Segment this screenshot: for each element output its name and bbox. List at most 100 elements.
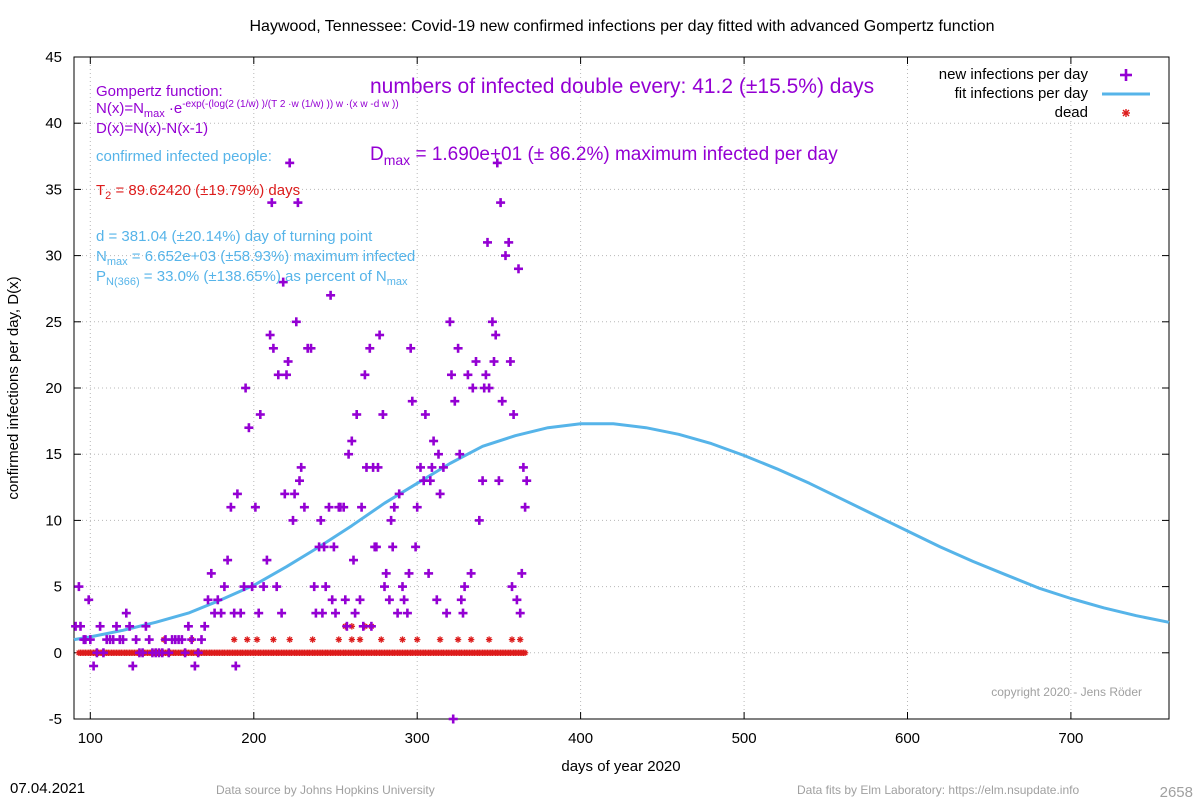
- infection-point: [324, 502, 334, 512]
- infection-point: [118, 635, 128, 645]
- infection-point: [295, 476, 304, 486]
- x-tick-label: 100: [78, 730, 103, 747]
- infection-point: [501, 251, 510, 261]
- infection-point: [386, 515, 396, 525]
- infection-point: [438, 462, 448, 472]
- infection-point: [197, 635, 206, 645]
- dead-point: [230, 636, 238, 643]
- infection-point: [203, 595, 213, 605]
- infection-point: [494, 476, 504, 486]
- infection-point: [200, 621, 210, 631]
- infection-point: [388, 542, 398, 552]
- infection-point: [267, 198, 277, 208]
- infection-point: [329, 542, 339, 552]
- infection-point: [412, 502, 422, 512]
- infection-point: [187, 635, 197, 645]
- infection-point: [74, 582, 84, 592]
- infection-point: [327, 595, 337, 605]
- infection-point: [389, 502, 399, 512]
- infection-point: [280, 489, 290, 499]
- infection-point: [216, 608, 226, 618]
- infection-point: [223, 555, 233, 565]
- infection-point: [241, 383, 251, 393]
- y-tick-label: 45: [45, 49, 62, 66]
- infection-point: [378, 410, 388, 419]
- footer-date: 07.04.2021: [10, 780, 85, 797]
- infection-point: [247, 582, 257, 592]
- infection-point: [355, 595, 365, 605]
- infection-point: [112, 621, 121, 631]
- infection-point: [492, 158, 502, 168]
- infection-point: [254, 608, 264, 618]
- infection-point: [213, 595, 223, 605]
- infection-point: [518, 462, 528, 472]
- infection-point: [484, 383, 494, 393]
- dead-point: [516, 636, 524, 643]
- infection-point: [373, 462, 383, 472]
- y-tick-label: 0: [54, 645, 62, 662]
- chart-title: Haywood, Tennessee: Covid-19 new confirm…: [250, 18, 995, 35]
- infection-point: [497, 396, 507, 406]
- y-tick-label: 40: [45, 115, 62, 132]
- copyright: copyright 2020 - Jens Röder: [991, 685, 1142, 699]
- infection-point: [265, 330, 275, 340]
- t2-text: T2 = 89.62420 (±19.79%) days: [96, 182, 300, 202]
- infections-series: [71, 158, 532, 724]
- x-axis-label: days of year 2020: [561, 758, 680, 775]
- dead-point: [467, 636, 475, 643]
- infection-point: [448, 714, 458, 724]
- infection-point: [183, 621, 193, 631]
- infection-point: [125, 621, 135, 631]
- infection-point: [380, 582, 389, 592]
- infection-point: [406, 343, 416, 353]
- infection-point: [255, 410, 265, 419]
- x-tick-label: 600: [895, 730, 920, 747]
- infection-point: [340, 595, 350, 605]
- infection-point: [455, 449, 465, 459]
- infection-point: [347, 436, 357, 446]
- y-axis-label: confirmed infections per day, D(x): [5, 276, 22, 499]
- infection-point: [505, 357, 515, 366]
- infection-point: [290, 489, 300, 499]
- infection-point: [342, 621, 352, 631]
- legend-label-infections: new infections per day: [939, 66, 1089, 83]
- infection-point: [344, 449, 354, 459]
- infection-point: [483, 237, 492, 247]
- infection-point: [398, 582, 407, 592]
- infection-point: [231, 661, 241, 671]
- infection-point: [268, 343, 278, 353]
- infection-point: [273, 370, 283, 380]
- infection-point: [425, 476, 435, 486]
- infection-point: [352, 410, 362, 419]
- infection-point: [515, 608, 525, 618]
- infection-point: [239, 582, 249, 592]
- infection-point: [487, 317, 497, 327]
- infection-point: [331, 608, 340, 618]
- infection-point: [278, 277, 288, 287]
- infection-point: [291, 317, 301, 327]
- infection-point: [316, 515, 326, 525]
- infection-point: [445, 317, 455, 327]
- axis-ticks: 100 200 300 400 500 600 700 -5 0 5 10 15 20 25 30 35 40 4…: [45, 49, 1169, 747]
- legend-label-fit: fit infections per day: [955, 85, 1089, 102]
- y-tick-label: 30: [45, 248, 62, 265]
- infection-point: [232, 489, 242, 499]
- footer-counter: 2658: [1160, 784, 1193, 800]
- dead-point: [356, 636, 364, 643]
- infection-point: [468, 383, 478, 393]
- infection-point: [456, 595, 466, 605]
- infection-point: [358, 621, 368, 631]
- infection-point: [272, 582, 282, 592]
- confirmed-heading: confirmed infected people:: [96, 148, 272, 165]
- infection-point: [474, 515, 484, 525]
- infection-point: [226, 502, 236, 512]
- infection-point: [375, 330, 385, 340]
- dmax-text: Dmax = 1.690e+01 (± 86.2%) maximum infec…: [370, 144, 838, 168]
- infection-point: [206, 568, 216, 578]
- pn-text: PN(366) = 33.0% (±138.65%) as percent of…: [96, 268, 408, 288]
- dead-point: [286, 636, 293, 643]
- plot-frame: [73, 56, 1170, 720]
- infection-point: [259, 582, 269, 592]
- infection-point: [512, 595, 522, 605]
